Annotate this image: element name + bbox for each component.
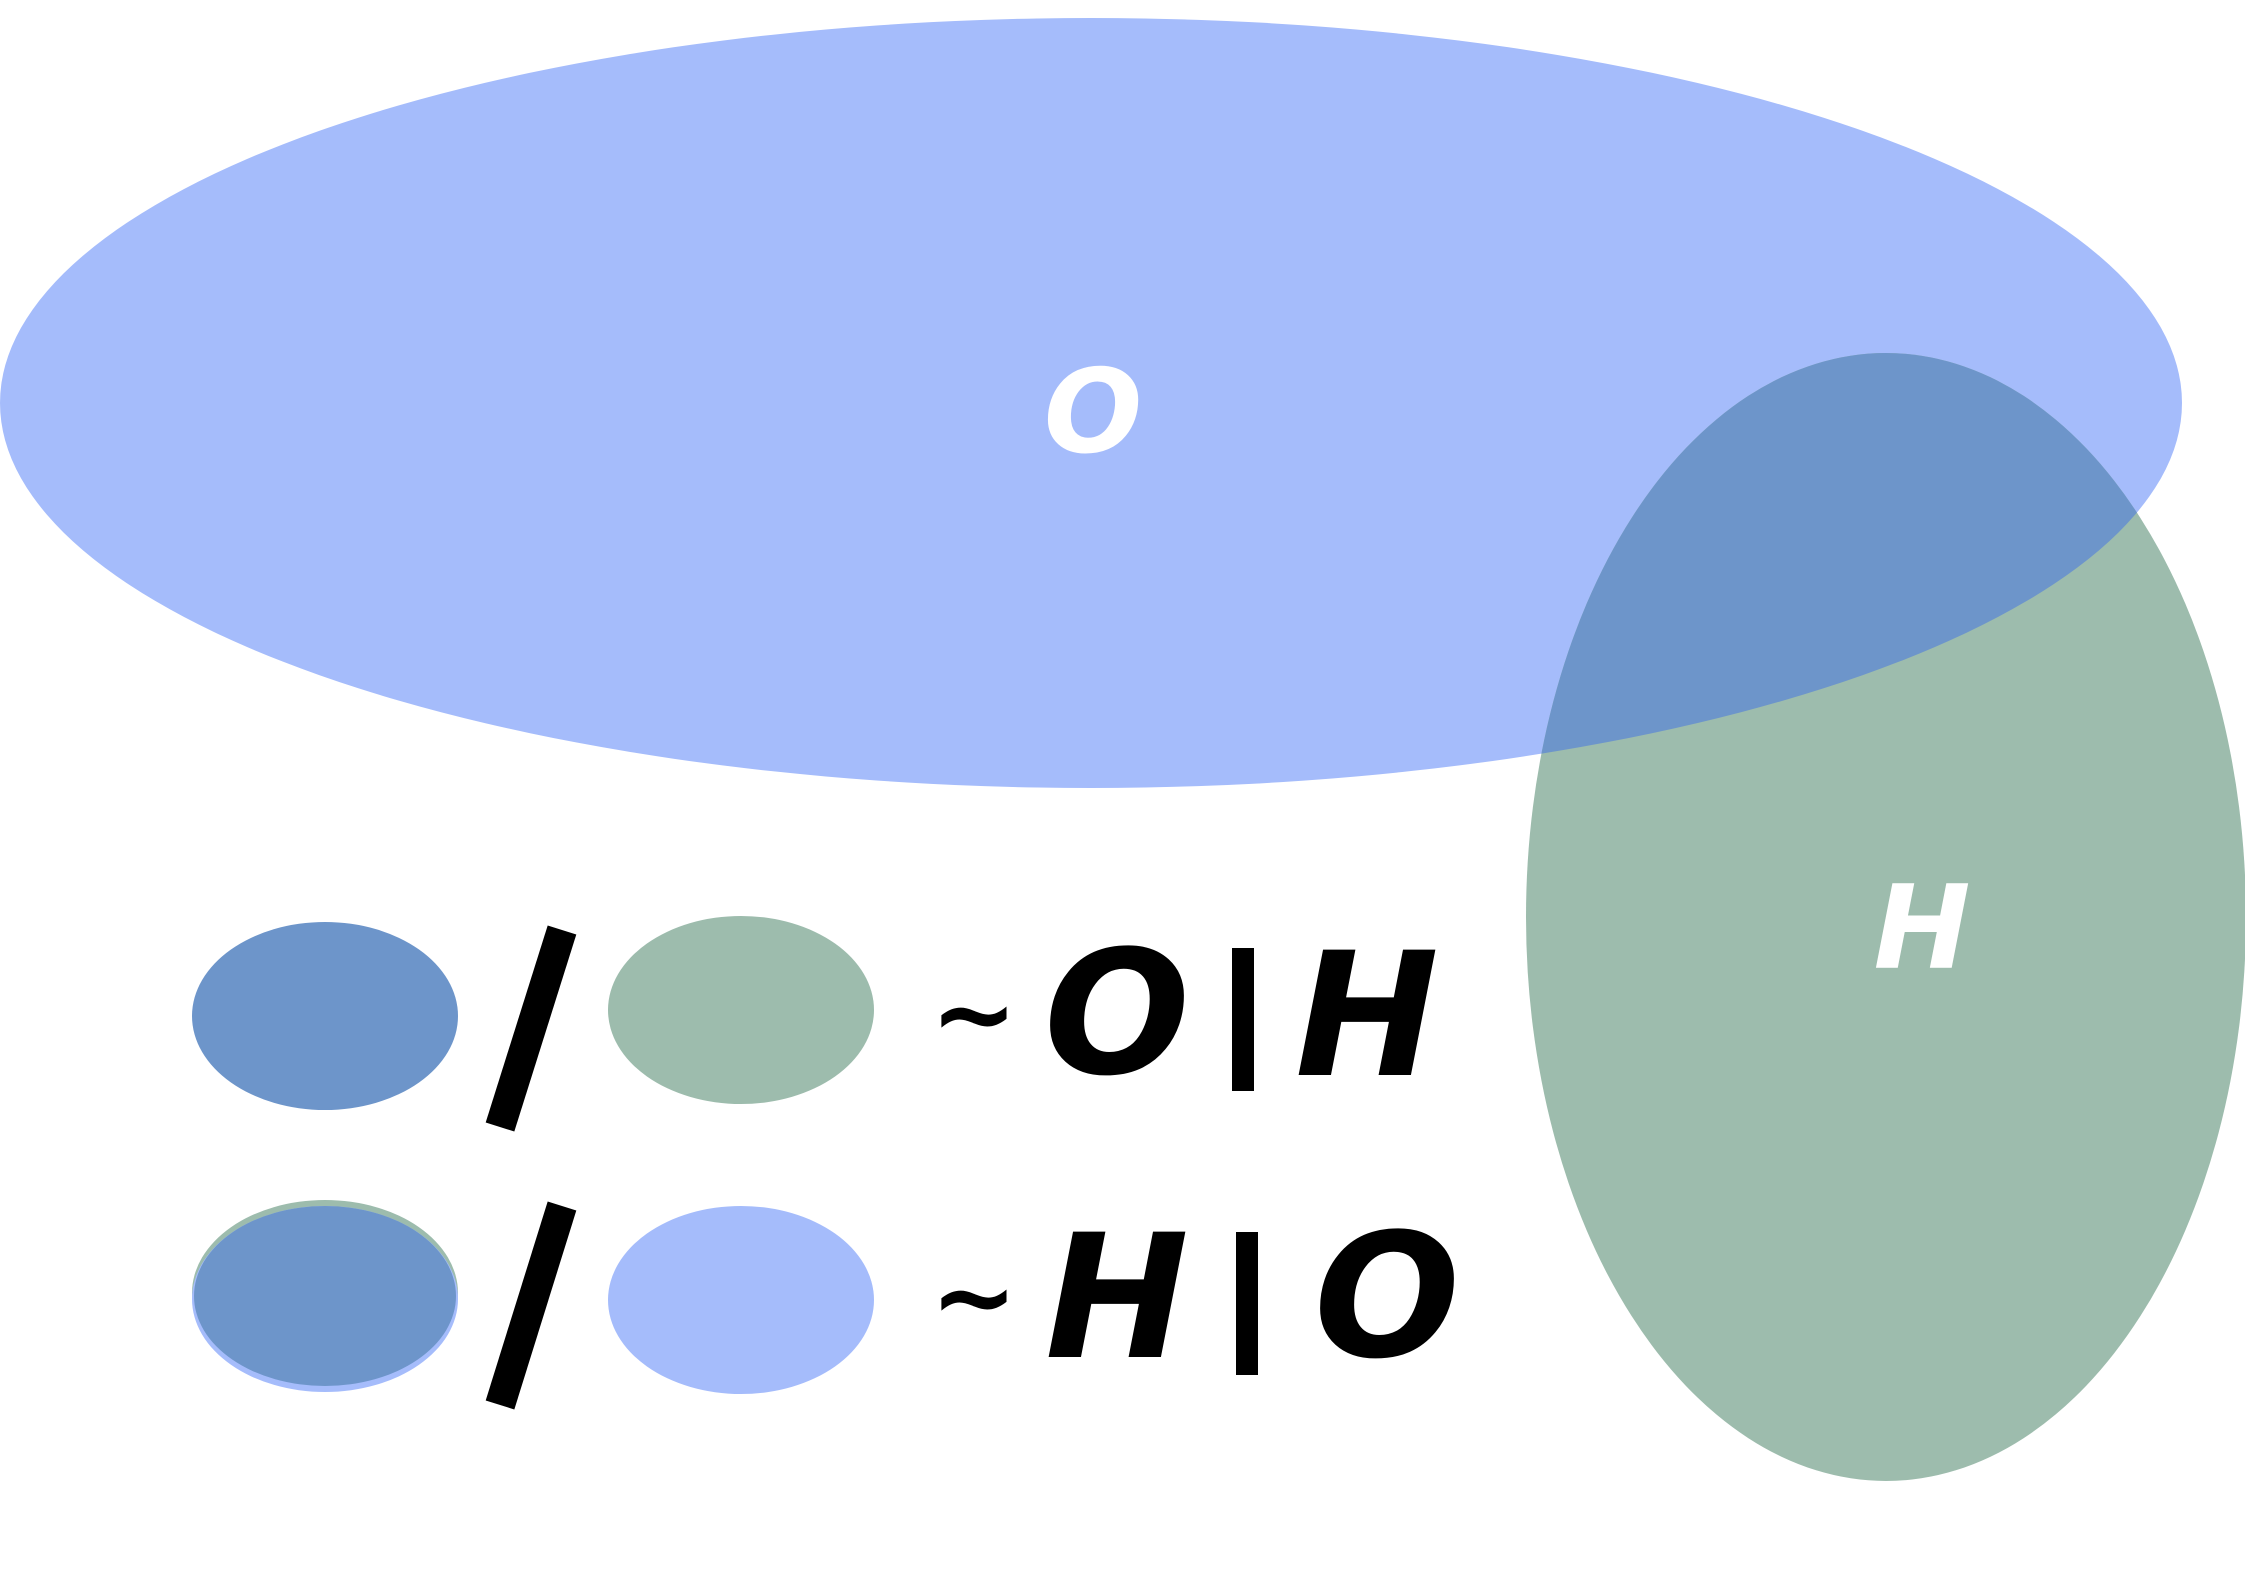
set-h-label: H bbox=[1873, 861, 1970, 996]
formula-row-2: ~ H O bbox=[192, 1196, 1460, 1410]
formula-1-left: O bbox=[1044, 913, 1190, 1114]
formula-1-denominator-swatch bbox=[608, 916, 874, 1104]
formula-1-right: H bbox=[1295, 915, 1439, 1116]
formula-1-similar: ~ bbox=[930, 953, 1017, 1075]
formula-2-denominator-swatch bbox=[608, 1206, 874, 1394]
formula-2-numerator-swatch bbox=[194, 1206, 456, 1386]
formula-2-similar: ~ bbox=[930, 1236, 1017, 1358]
intersection-region bbox=[1526, 353, 2182, 788]
formula-1-numerator-swatch bbox=[192, 922, 458, 1110]
formula-row-1: ~ O H bbox=[192, 913, 1439, 1132]
set-o-label: O bbox=[1044, 345, 1143, 480]
formula-1-fraction-slash bbox=[485, 925, 577, 1132]
formula-2-fraction-slash bbox=[485, 1201, 577, 1410]
formula-2-left: H bbox=[1045, 1197, 1189, 1398]
formula-2-right: O bbox=[1314, 1196, 1460, 1397]
